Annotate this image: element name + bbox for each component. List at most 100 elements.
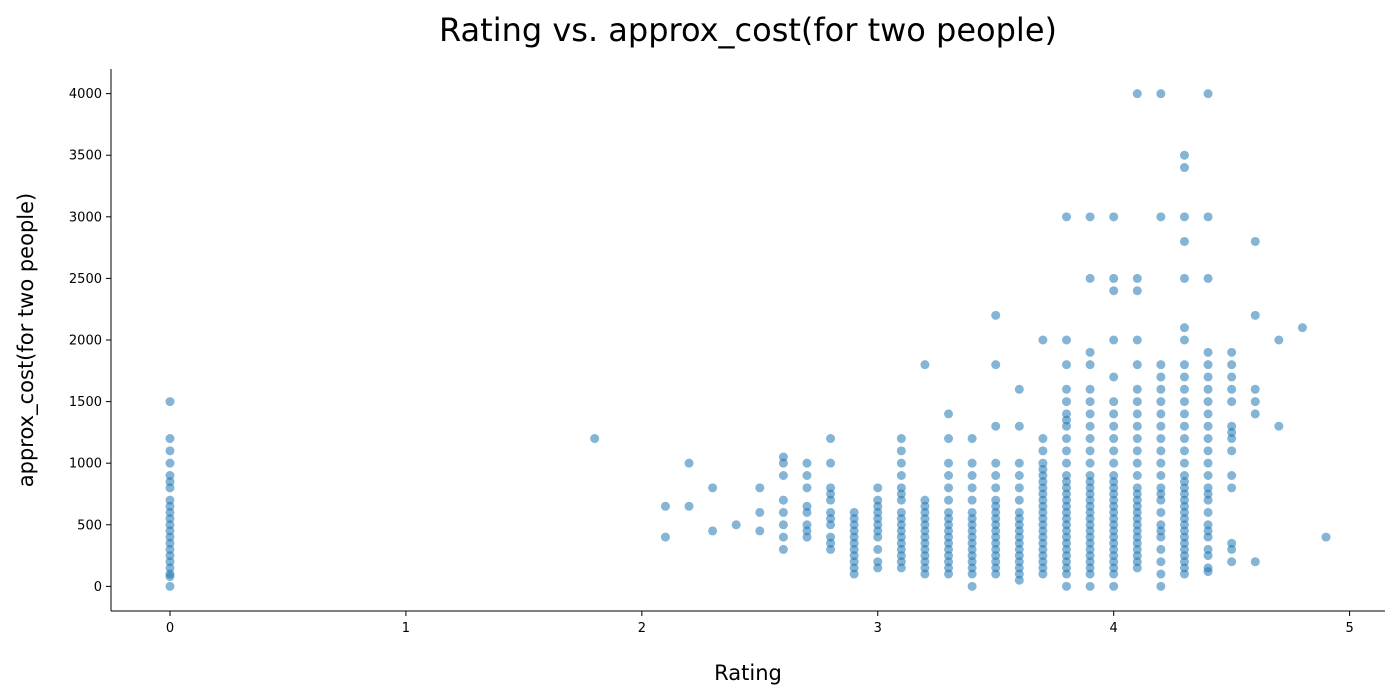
data-point <box>826 495 836 505</box>
data-point <box>1038 538 1048 548</box>
data-point <box>967 507 977 517</box>
data-point <box>1062 477 1071 487</box>
data-point <box>1109 520 1119 530</box>
data-point <box>896 526 906 536</box>
data-point <box>896 495 906 505</box>
data-point <box>1085 489 1095 499</box>
data-point <box>1062 212 1071 222</box>
data-point <box>1179 569 1189 579</box>
data-point <box>967 434 977 444</box>
data-point <box>1203 544 1213 554</box>
data-point <box>1038 526 1048 536</box>
data-point <box>165 520 175 530</box>
data-point <box>1156 434 1166 444</box>
data-point <box>1156 409 1166 419</box>
data-point <box>165 495 175 505</box>
data-point <box>1203 372 1213 382</box>
data-point <box>944 526 954 536</box>
data-point <box>1203 384 1213 394</box>
data-point <box>708 483 718 493</box>
data-point <box>1109 421 1119 431</box>
data-point <box>1014 538 1024 548</box>
x-tick-label: 4 <box>1110 621 1118 636</box>
data-point <box>920 495 930 505</box>
data-point <box>1085 563 1095 573</box>
data-point <box>165 544 175 554</box>
data-point <box>1038 483 1048 493</box>
data-point <box>1179 409 1189 419</box>
data-point <box>1062 409 1071 419</box>
data-point <box>802 526 812 536</box>
chart-title: Rating vs. approx_cost(for two people) <box>439 11 1057 49</box>
y-tick-label: 3500 <box>69 149 102 164</box>
data-point <box>1132 89 1142 99</box>
data-point <box>1109 273 1119 283</box>
data-point <box>1014 557 1024 567</box>
data-point <box>1038 557 1048 567</box>
data-point <box>873 501 883 511</box>
x-tick-label: 1 <box>402 621 410 636</box>
data-point <box>778 452 788 462</box>
data-point <box>920 514 930 524</box>
data-point <box>991 501 1001 511</box>
data-point <box>1156 520 1166 530</box>
data-point <box>1156 446 1166 456</box>
data-point <box>873 514 883 524</box>
data-point <box>849 532 859 542</box>
data-point <box>1085 347 1095 357</box>
data-point <box>944 532 954 542</box>
data-point <box>1062 489 1071 499</box>
data-point <box>1085 477 1095 487</box>
data-point <box>1109 569 1119 579</box>
data-point <box>1109 495 1119 505</box>
data-point <box>991 495 1001 505</box>
data-point <box>1109 538 1119 548</box>
data-point <box>1203 89 1213 99</box>
data-point <box>1227 427 1237 437</box>
data-point <box>1250 397 1260 407</box>
data-point <box>1203 520 1213 530</box>
data-point <box>1062 458 1071 468</box>
data-point <box>1109 557 1119 567</box>
data-point <box>1179 273 1189 283</box>
data-point <box>1014 495 1024 505</box>
y-tick-label: 2000 <box>69 334 102 349</box>
data-point <box>1038 514 1048 524</box>
data-point <box>708 526 718 536</box>
data-point <box>1109 335 1119 345</box>
data-point <box>896 483 906 493</box>
data-point <box>1014 514 1024 524</box>
data-point <box>1179 458 1189 468</box>
data-point <box>873 495 883 505</box>
data-point <box>1179 150 1189 160</box>
data-point <box>1203 483 1213 493</box>
data-point <box>1156 384 1166 394</box>
data-point <box>1132 514 1142 524</box>
data-point <box>1132 520 1142 530</box>
data-point <box>873 563 883 573</box>
data-point <box>1179 557 1189 567</box>
data-point <box>826 507 836 517</box>
data-point <box>1179 538 1189 548</box>
data-point <box>944 495 954 505</box>
data-point <box>1109 212 1119 222</box>
data-point <box>1203 446 1213 456</box>
data-point <box>1062 532 1071 542</box>
data-point <box>165 477 175 487</box>
data-point <box>896 507 906 517</box>
data-point <box>1203 532 1213 542</box>
data-point <box>1062 495 1071 505</box>
data-point <box>778 495 788 505</box>
data-point <box>1179 236 1189 246</box>
data-point <box>1109 507 1119 517</box>
y-tick-label: 2500 <box>69 272 102 287</box>
data-point <box>1156 212 1166 222</box>
data-point <box>1109 471 1119 480</box>
y-tick-label: 1000 <box>69 457 102 472</box>
data-point <box>1179 446 1189 456</box>
data-point <box>1109 446 1119 456</box>
data-point <box>1014 507 1024 517</box>
data-point <box>1085 520 1095 530</box>
data-point <box>1062 446 1071 456</box>
data-point <box>778 520 788 530</box>
